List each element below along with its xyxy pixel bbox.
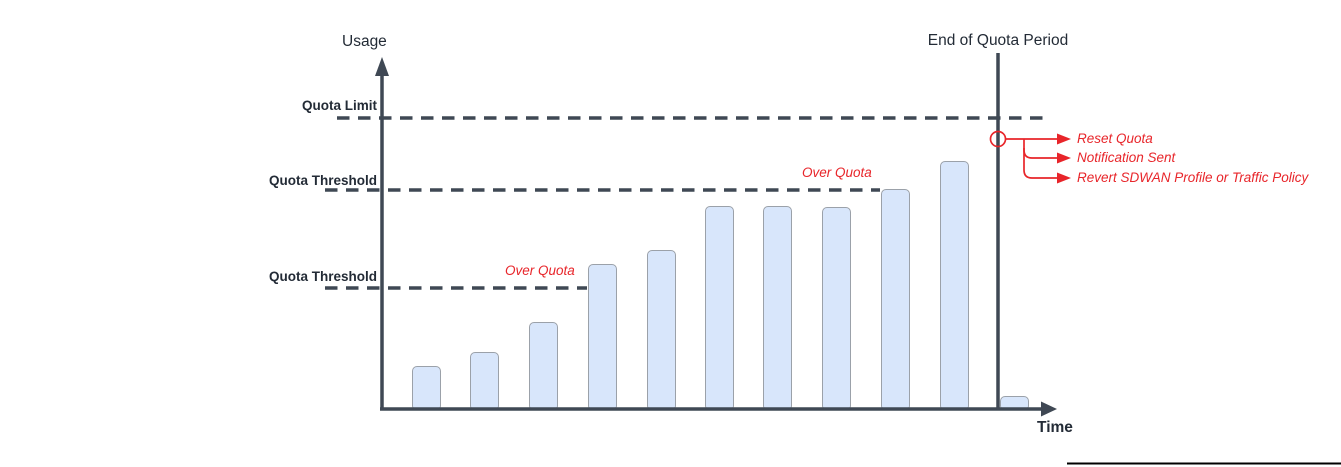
- usage-bar: [705, 206, 734, 409]
- usage-bar: [588, 264, 617, 409]
- usage-bar: [647, 250, 676, 409]
- usage-bar: [412, 366, 441, 409]
- quota-threshold-upper-label: Quota Threshold: [269, 173, 377, 188]
- quota-limit-label: Quota Limit: [302, 98, 377, 113]
- over-quota-upper-label: Over Quota: [802, 165, 872, 180]
- end-of-quota-period-label: End of Quota Period: [927, 32, 1069, 49]
- usage-bar: [763, 206, 792, 409]
- usage-bar: [881, 189, 910, 409]
- event-notification-sent-label: Notification Sent: [1077, 150, 1176, 165]
- usage-bar: [1000, 396, 1029, 409]
- x-axis-label: Time: [1037, 419, 1073, 436]
- y-axis-label: Usage: [342, 33, 387, 50]
- usage-bar: [529, 322, 558, 409]
- event-reset-quota-label: Reset Quota: [1077, 131, 1153, 146]
- quota-threshold-lower-label: Quota Threshold: [269, 269, 377, 284]
- over-quota-lower-label: Over Quota: [505, 263, 575, 278]
- event-revert-profile-label: Revert SDWAN Profile or Traffic Policy: [1077, 170, 1309, 185]
- usage-bar: [940, 161, 969, 409]
- usage-bar: [822, 207, 851, 409]
- usage-bar: [470, 352, 499, 409]
